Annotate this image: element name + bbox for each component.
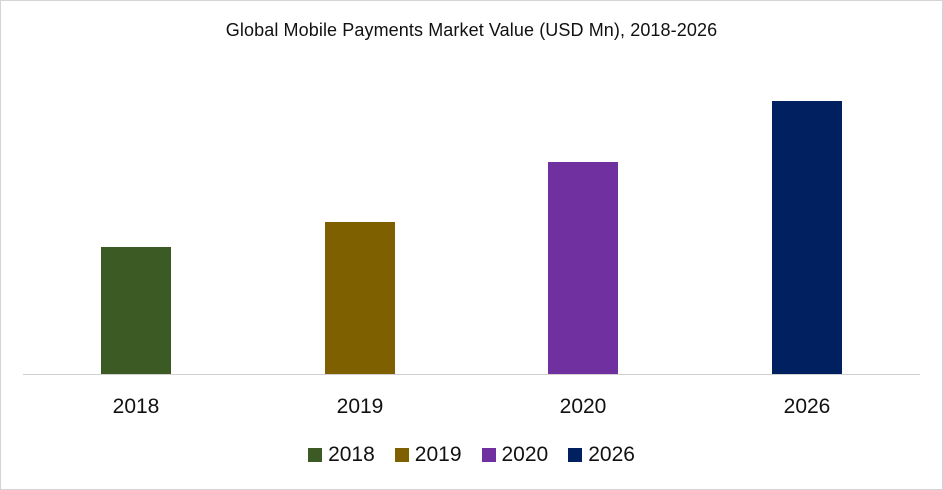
- bar-2020: [548, 162, 618, 374]
- legend-swatch-icon: [481, 448, 496, 462]
- legend-item-2026: 2026: [568, 443, 635, 467]
- legend-label: 2018: [328, 443, 375, 466]
- legend-swatch-icon: [568, 448, 583, 462]
- legend-swatch-icon: [308, 448, 323, 462]
- bar-2026: [772, 101, 842, 374]
- x-tick-label: 2020: [559, 395, 607, 418]
- legend-label: 2019: [414, 443, 462, 466]
- legend-item-2019: 2019: [394, 443, 462, 467]
- legend-swatch-icon: [394, 448, 409, 462]
- x-tick-label: 2026: [783, 395, 831, 418]
- x-tick-label: 2019: [336, 395, 384, 418]
- legend-label: 2020: [501, 443, 549, 466]
- legend-item-2020: 2020: [481, 443, 549, 467]
- bar-2019: [325, 222, 395, 374]
- legend: 2018 2019 2020 2026: [0, 443, 943, 467]
- plot-area: [23, 60, 920, 374]
- x-tick-label: 2018: [112, 395, 160, 418]
- legend-label: 2026: [588, 443, 635, 466]
- x-axis-line: [23, 374, 920, 375]
- chart-title: Global Mobile Payments Market Value (USD…: [225, 20, 718, 40]
- legend-item-2018: 2018: [308, 443, 375, 467]
- bar-2018: [101, 247, 171, 374]
